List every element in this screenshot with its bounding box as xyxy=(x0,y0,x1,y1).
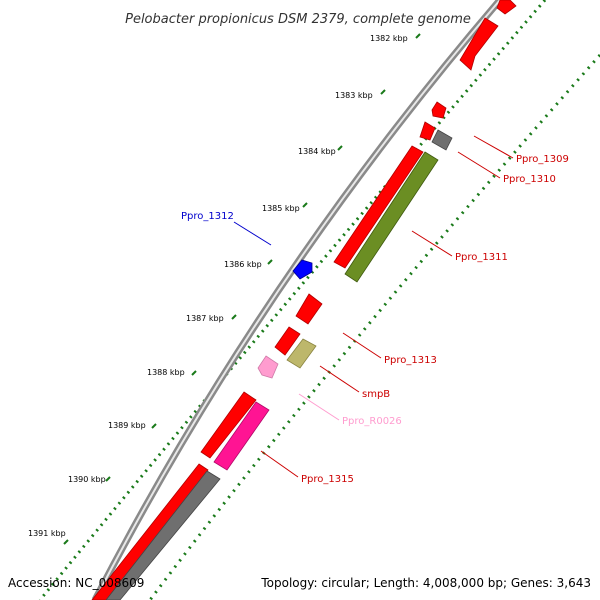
gene-feature-ppro-1310a[interactable] xyxy=(419,121,436,141)
gene-feature-ppro-1312[interactable] xyxy=(292,259,313,280)
gene-feature-1314[interactable] xyxy=(200,391,257,459)
genome-summary-text: Topology: circular; Length: 4,008,000 bp… xyxy=(260,576,591,590)
gene-feature-smpb-red[interactable] xyxy=(274,326,301,356)
gene-feature-ppro-1311a[interactable] xyxy=(333,145,424,269)
outer-scale-track xyxy=(38,0,547,600)
gene-feature-ppro-1309[interactable] xyxy=(431,101,447,119)
scale-label-1382: 1382 kbp xyxy=(370,34,408,43)
inner-scale-track xyxy=(148,54,600,600)
genome-backbone xyxy=(91,0,503,600)
gene-feature-ppro-1310[interactable] xyxy=(431,129,453,151)
accession-text: Accession: NC_008609 xyxy=(8,576,144,590)
gene-label-ppro-1313: Ppro_1313 xyxy=(384,355,437,366)
gene-feature-smpb[interactable] xyxy=(286,338,317,369)
scale-label-1383: 1383 kbp xyxy=(335,91,373,100)
gene-label-ppro-1312: Ppro_1312 xyxy=(181,211,234,222)
scale-label-1389: 1389 kbp xyxy=(108,421,146,430)
gene-feature-gray-lower[interactable] xyxy=(105,470,221,600)
gene-feature-ppro-1315[interactable] xyxy=(213,401,270,471)
ruler-ticks xyxy=(63,33,421,545)
scale-label-1387: 1387 kbp xyxy=(186,314,224,323)
gene-feature-ppro-1311[interactable] xyxy=(344,151,439,283)
scale-label-1391: 1391 kbp xyxy=(28,529,66,538)
scale-label-1388: 1388 kbp xyxy=(147,368,185,377)
gene-label-ppro-1315: Ppro_1315 xyxy=(301,474,354,485)
gene-feature-top-1[interactable] xyxy=(496,0,517,15)
gene-feature-top-2[interactable] xyxy=(459,17,499,71)
scale-label-1385: 1385 kbp xyxy=(262,204,300,213)
map-title: Pelobacter propionicus DSM 2379, complet… xyxy=(125,12,471,27)
gene-label-ppro-1309: Ppro_1309 xyxy=(516,154,569,165)
scale-label-1384: 1384 kbp xyxy=(298,147,336,156)
label-leaders xyxy=(233,135,514,478)
scale-label-1386: 1386 kbp xyxy=(224,260,262,269)
gene-feature-ppro-r0026[interactable] xyxy=(257,355,279,379)
gene-label-ppro-1311: Ppro_1311 xyxy=(455,252,508,263)
gene-label-ppro-r0026: Ppro_R0026 xyxy=(342,416,402,427)
reverse-strand-features xyxy=(105,129,453,600)
gene-label-smpb: smpB xyxy=(362,389,390,400)
scale-label-1390: 1390 kbp xyxy=(68,475,106,484)
genome-backbone-highlight xyxy=(94,0,501,600)
gene-label-ppro-1310: Ppro_1310 xyxy=(503,174,556,185)
gene-feature-ppro-1313[interactable] xyxy=(295,293,323,325)
forward-strand-features xyxy=(91,0,517,600)
gene-feature-1316[interactable] xyxy=(91,463,209,600)
